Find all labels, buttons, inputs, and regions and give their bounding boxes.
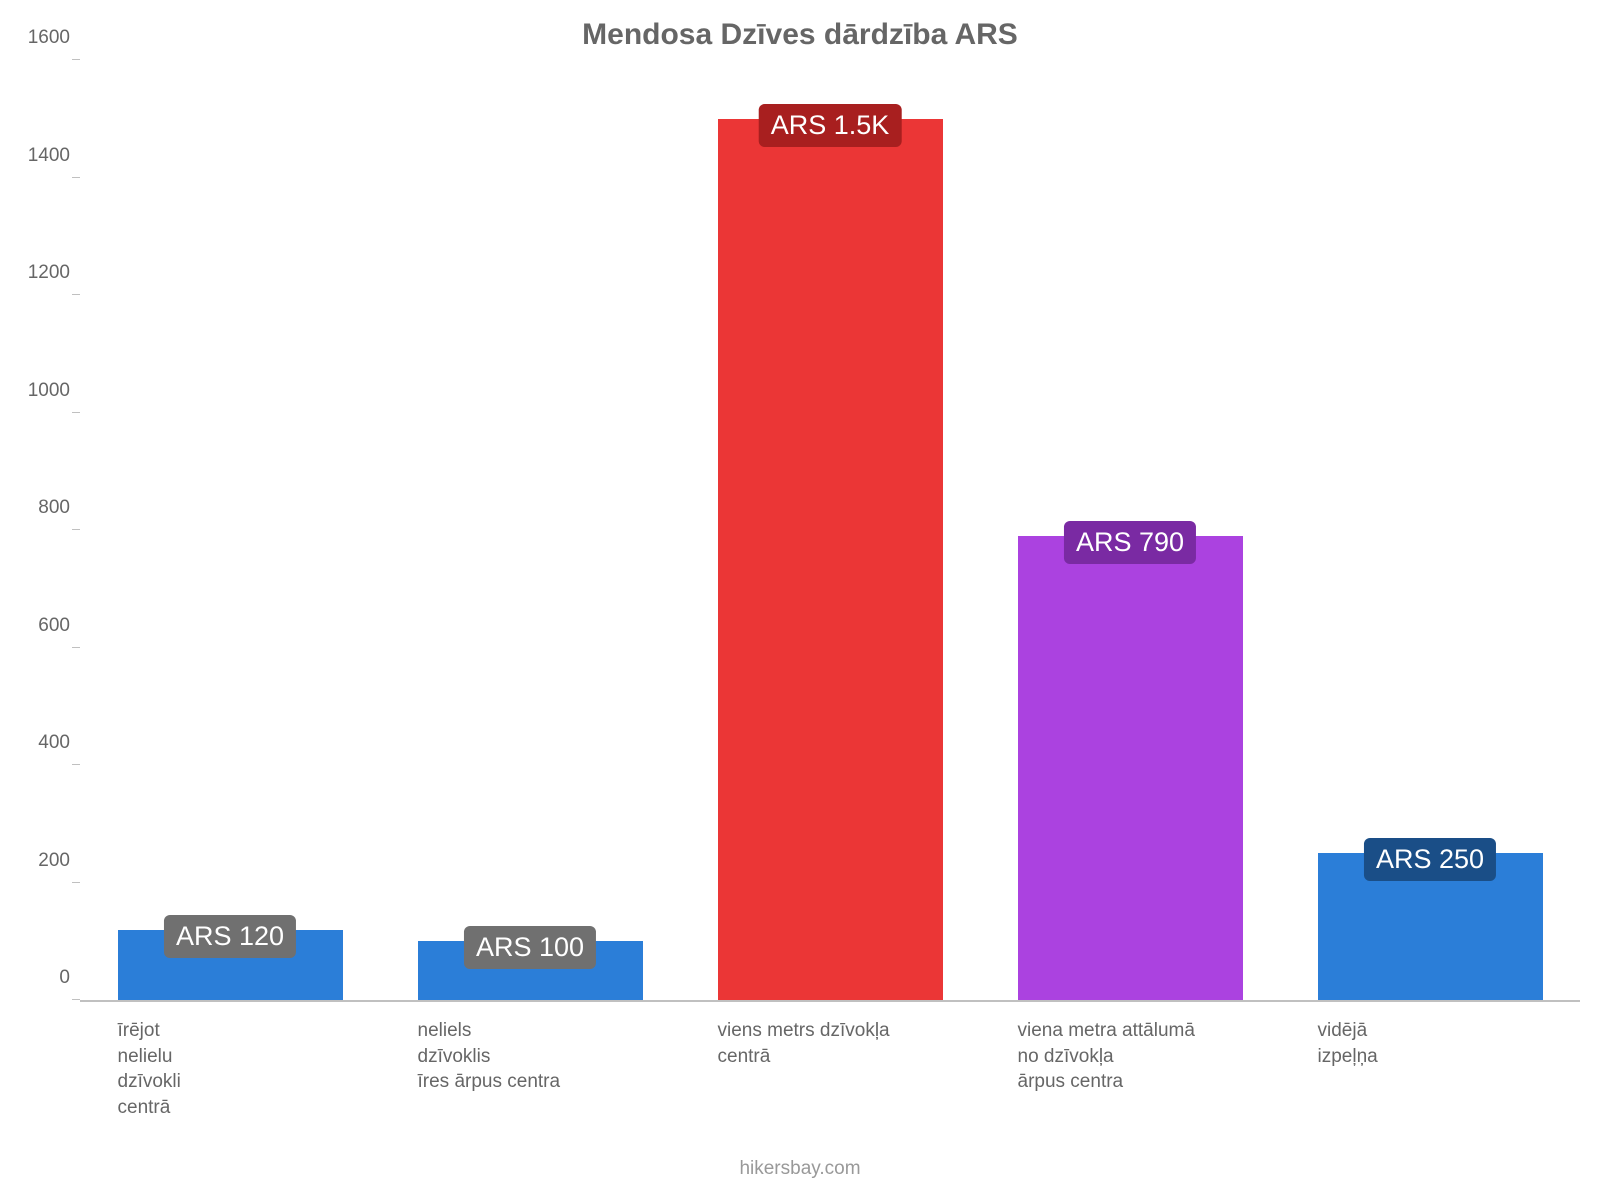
bar: ARS 790 — [1018, 536, 1243, 1000]
bar: ARS 100 — [418, 941, 643, 1000]
bar: ARS 120 — [118, 930, 343, 1001]
y-tick-mark — [72, 294, 80, 295]
x-axis-label: vidējā izpeļņa — [1318, 1000, 1543, 1069]
y-tick-label: 1000 — [28, 380, 80, 402]
y-tick-label: 0 — [59, 967, 80, 989]
y-tick-label: 1400 — [28, 145, 80, 167]
y-tick-mark — [72, 177, 80, 178]
x-axis-label: īrējot nelielu dzīvokli centrā — [118, 1000, 343, 1121]
plot-area: 02004006008001000120014001600ARS 120īrēj… — [80, 60, 1580, 1002]
bar-value-badge: ARS 1.5K — [759, 104, 902, 147]
bar-value-badge: ARS 100 — [464, 926, 596, 969]
y-tick-mark — [72, 529, 80, 530]
y-tick-mark — [72, 412, 80, 413]
y-tick-label: 1600 — [28, 27, 80, 49]
y-tick-label: 600 — [38, 615, 80, 637]
bar-value-badge: ARS 790 — [1064, 521, 1196, 564]
bar-value-badge: ARS 250 — [1364, 838, 1496, 881]
y-tick-mark — [72, 764, 80, 765]
x-axis-label: viens metrs dzīvokļa centrā — [718, 1000, 943, 1069]
bar-value-badge: ARS 120 — [164, 915, 296, 958]
x-axis-label: viena metra attālumā no dzīvokļa ārpus c… — [1018, 1000, 1243, 1095]
y-tick-mark — [72, 999, 80, 1000]
y-tick-label: 800 — [38, 497, 80, 519]
chart-container: Mendosa Dzīves dārdzība ARS 020040060080… — [0, 0, 1600, 1200]
y-tick-label: 1200 — [28, 262, 80, 284]
bar: ARS 1.5K — [718, 119, 943, 1000]
x-axis-label: neliels dzīvoklis īres ārpus centra — [418, 1000, 643, 1095]
y-tick-mark — [72, 882, 80, 883]
footer-credit: hikersbay.com — [0, 1158, 1600, 1180]
y-tick-label: 200 — [38, 850, 80, 872]
y-tick-mark — [72, 59, 80, 60]
bar: ARS 250 — [1318, 853, 1543, 1000]
y-tick-label: 400 — [38, 732, 80, 754]
y-tick-mark — [72, 647, 80, 648]
chart-title: Mendosa Dzīves dārdzība ARS — [0, 18, 1600, 52]
